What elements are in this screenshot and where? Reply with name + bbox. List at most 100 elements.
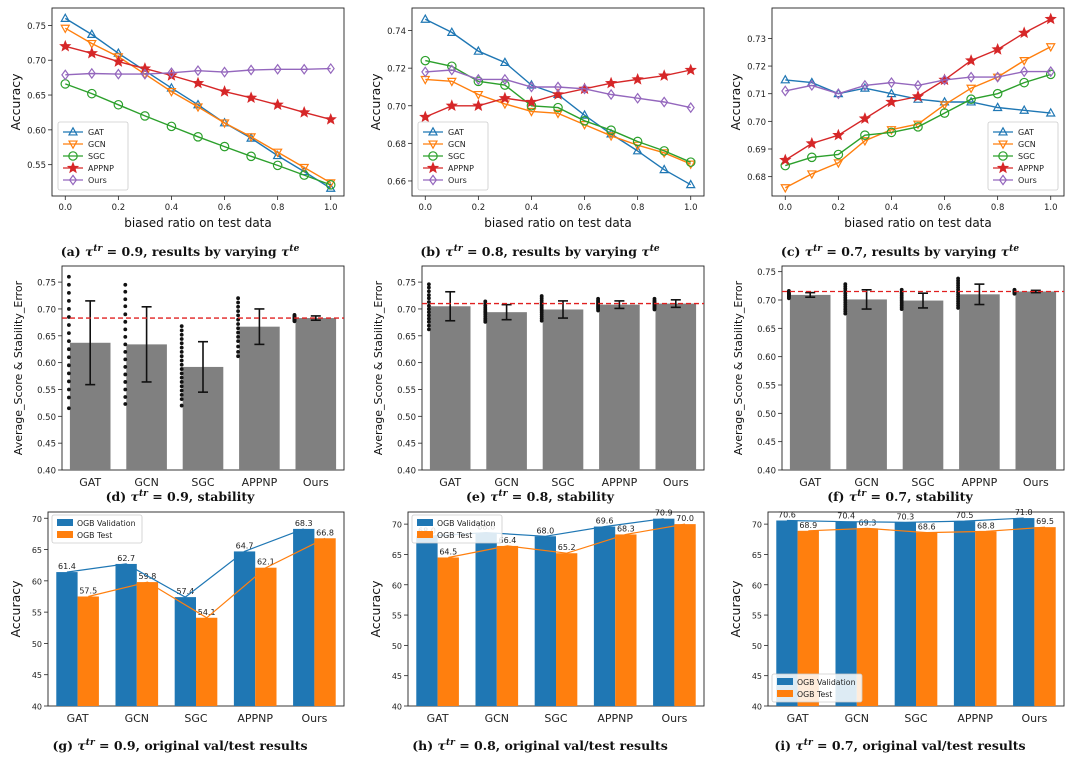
subfigure-caption-c: (c) τtr = 0.7, results by varying τte [720,244,1080,259]
sample-point [426,285,431,290]
bar-test-appnp [975,531,997,706]
bar-sgc [542,309,584,470]
data-point-sgc [659,146,669,156]
sample-point [956,306,960,310]
data-point-sgc [913,122,923,132]
x-tick-label: GAT [427,712,449,725]
x-tick-label: GCN [494,476,518,489]
subfigure-caption-b: (b) τtr = 0.8, results by varying τte [360,244,720,259]
caption-part: (h) [412,738,438,754]
sample-point [179,371,184,376]
chart-svg-f: 0.40 0.45 0.50 0.55 0.60 0.65 0.70 0.75 Average_… [732,265,1065,489]
sample-point [179,384,184,389]
bar-validation-appnp [953,521,976,706]
sample-point [66,387,71,392]
sample-point [483,319,488,324]
data-label: 54.1 [198,608,216,617]
y-axis-label: Accuracy [368,73,383,131]
trend-line-test [808,526,1046,534]
y-tick-label: 0.70 [27,57,46,67]
bar-test-gcn [496,545,519,706]
sample-point [179,362,184,367]
data-point-gat [86,29,97,38]
series-line-ours [425,69,691,109]
data-point-gcn [606,132,617,142]
sample-point [179,349,184,354]
sample-point [123,387,128,392]
y-tick-label: 0.74 [387,27,406,37]
data-label: 66.8 [316,528,334,537]
y-tick-label: 65 [392,551,402,560]
caption-part: (e) [465,489,491,505]
caption-part: = 0.9, stability [147,489,255,505]
legend-marker [428,151,438,161]
caption-part: te [1009,244,1020,254]
data-point-gat [272,150,283,160]
caption-part: τ [437,738,446,754]
x-tick-label: GAT [799,476,821,489]
data-point-ours [887,77,896,89]
y-tick-label: 0.75 [27,22,46,32]
x-tick-label: Ours [1023,476,1049,489]
legend-marker [427,140,439,150]
data-point-sgc [246,151,256,162]
bar-validation-ours [1013,518,1035,706]
caption-part: τ [130,489,139,505]
data-point-ours [606,88,616,101]
data-point-sgc [1019,77,1029,88]
data-point-ours [220,66,229,78]
data-point-ours [300,63,309,75]
y-tick-label: 0.55 [757,382,776,392]
sample-point [179,328,184,333]
sample-point [426,313,431,318]
subfigure-caption-f: (f) τtr = 0.7, stability [720,489,1080,504]
data-point-gcn [552,109,564,119]
sample-point [426,296,431,301]
legend-marker [426,161,440,174]
data-point-gcn [526,107,537,117]
caption-part: tr [803,738,813,748]
x-tick-label: Ours [303,476,329,489]
sample-point [539,318,544,323]
caption-part: = 0.7, results by varying [822,244,1001,260]
data-point-ours [940,74,949,86]
sample-point [66,371,71,376]
x-tick-label: 0.2 [472,203,486,213]
sample-point [179,345,184,350]
data-point-gcn [219,119,230,129]
data-label: 65.2 [558,543,576,552]
data-point-appnp [138,62,152,74]
sample-point [123,342,128,347]
y-tick-label: 65 [752,551,762,560]
data-point-ours [966,71,976,83]
legend-label: APPNP [1018,164,1044,173]
data-point-gat [60,13,71,22]
subfigure-caption-g: (g) τtr = 0.9, original val/test results [0,738,360,753]
bar-test-ours [1034,527,1056,706]
sample-point [236,330,240,335]
sample-point [66,347,71,352]
x-tick-label: Ours [1021,712,1047,725]
y-axis-label: Average_Score & Stability_Error [732,280,745,455]
sample-point [123,380,128,384]
data-point-ours [447,64,456,76]
data-point-appnp [419,110,432,123]
legend-marker [68,174,78,186]
y-tick-label: 0.75 [37,279,56,289]
y-tick-label: 0.55 [397,386,416,396]
caption-part: = 0.8, results by varying [462,244,642,260]
sample-point [123,357,128,362]
y-tick-label: 65 [32,546,42,555]
bar-validation-gcn [115,563,137,706]
y-tick-label: 0.65 [757,325,776,335]
legend-label: GCN [1018,140,1036,149]
bar-test-gat [797,530,819,706]
y-tick-label: 55 [32,609,42,618]
y-tick-label: 60 [32,577,42,586]
legend-swatch [777,690,793,697]
y-axis-label: Accuracy [8,73,23,131]
data-point-gcn [833,159,844,169]
sample-point [123,365,128,369]
data-point-sgc [606,125,616,135]
